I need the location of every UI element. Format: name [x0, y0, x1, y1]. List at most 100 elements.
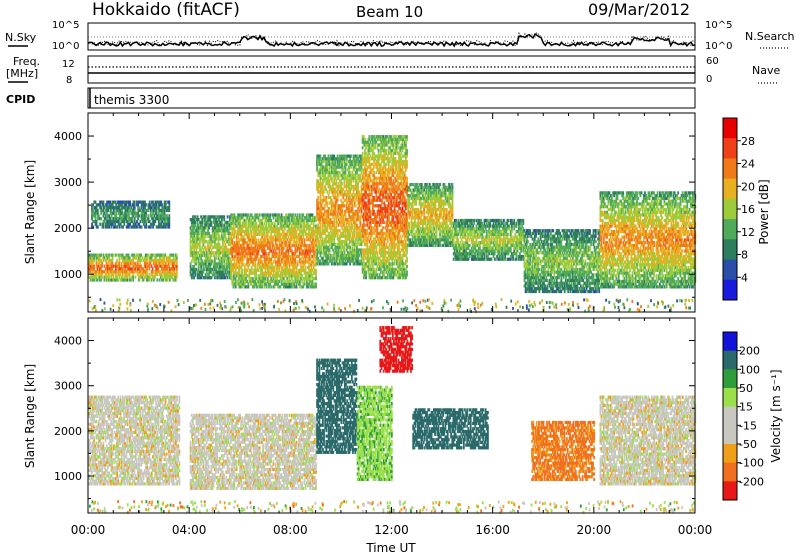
power-echo-cell	[354, 251, 357, 255]
power-echo-cell	[145, 203, 148, 207]
power-echo-cell	[269, 241, 271, 245]
power-echo-cell	[189, 251, 192, 255]
power-echo-cell	[111, 256, 114, 260]
power-echo-cell	[101, 208, 104, 212]
power-echo-cell	[357, 240, 359, 244]
power-echo-cell	[278, 254, 281, 259]
power-echo-cell	[351, 201, 354, 205]
power-echo-cell	[318, 248, 321, 252]
power-echo-cell	[315, 216, 317, 220]
power-echo-cell	[345, 242, 348, 247]
power-echo-cell	[138, 267, 140, 271]
power-echo-cell	[143, 261, 146, 265]
power-echo-cell	[166, 278, 169, 282]
power-echo-cell	[203, 267, 206, 271]
power-echo-cell	[288, 224, 291, 228]
power-echo-cell	[128, 203, 130, 207]
power-echo-cell	[264, 235, 267, 239]
power-echo-cell	[107, 214, 109, 218]
power-echo-cell	[334, 176, 337, 180]
power-echo-cell	[326, 254, 329, 258]
power-echo-cell	[334, 160, 337, 164]
power-echo-cell	[159, 222, 161, 226]
power-echo-cell	[293, 252, 296, 256]
power-echo-cell	[242, 257, 245, 261]
power-echo-cell	[282, 282, 285, 286]
power-echo-cell	[301, 218, 304, 223]
power-echo-cell	[375, 140, 378, 144]
power-echo-cell	[295, 218, 298, 223]
power-echo-cell	[337, 215, 340, 219]
power-echo-cell	[361, 256, 364, 260]
power-echo-cell	[107, 225, 109, 229]
power-echo-cell	[337, 157, 340, 161]
power-echo-cell	[194, 231, 197, 235]
power-echo-cell	[336, 248, 339, 252]
power-echo-cell	[219, 265, 222, 269]
power-echo-cell	[273, 213, 276, 217]
power-echo-cell	[99, 200, 101, 204]
power-echo-cell	[319, 165, 322, 169]
power-echo-cell	[293, 285, 296, 289]
power-echo-cell	[131, 275, 133, 279]
power-echo-cell	[316, 251, 318, 255]
power-echo-cell	[197, 256, 200, 260]
power-echo-cell	[118, 270, 121, 274]
power-echo-cell	[375, 193, 378, 197]
power-echo-cell	[318, 234, 321, 238]
power-echo-cell	[372, 148, 374, 153]
power-echo-cell	[252, 252, 254, 256]
power-echo-cell	[126, 278, 129, 282]
power-echo-cell	[308, 218, 310, 223]
power-echo-cell	[249, 257, 252, 261]
power-echo-cell	[136, 270, 139, 274]
power-echo-cell	[231, 213, 234, 217]
power-echo-cell	[230, 263, 232, 267]
power-echo-cell	[169, 278, 171, 282]
power-echo-cell	[369, 162, 372, 166]
power-echo-cell	[366, 231, 369, 235]
power-echo-cell	[108, 267, 110, 271]
power-echo-cell	[284, 254, 286, 259]
power-echo-cell	[335, 245, 338, 249]
power-echo-cell	[208, 218, 210, 222]
power-echo-cell	[348, 184, 350, 189]
power-echo-cell	[319, 226, 322, 230]
power-echo-cell	[214, 234, 216, 238]
power-echo-cell	[125, 219, 128, 224]
power-echo-cell	[321, 259, 324, 263]
power-echo-cell	[328, 207, 331, 211]
power-echo-cell	[148, 259, 151, 263]
power-echo-cell	[195, 267, 198, 271]
power-echo-cell	[118, 259, 121, 263]
power-echo-cell	[381, 171, 383, 175]
power-echo-cell	[165, 264, 168, 268]
power-echo-cell	[305, 271, 308, 275]
power-echo-cell	[350, 193, 353, 197]
power-echo-cell	[370, 231, 373, 235]
power-echo-cell	[98, 267, 101, 271]
power-echo-cell	[258, 224, 261, 228]
power-echo-cell	[133, 211, 136, 215]
power-echo-cell	[262, 213, 265, 217]
power-echo-cell	[324, 226, 326, 230]
power-echo-cell	[90, 253, 93, 257]
power-echo-cell	[123, 256, 125, 260]
power-echo-cell	[289, 257, 292, 261]
power-echo-cell	[295, 232, 298, 236]
power-echo-cell	[204, 273, 207, 277]
power-echo-cell	[218, 265, 221, 269]
power-echo-cell	[224, 245, 227, 249]
power-echo-cell	[356, 218, 358, 222]
power-echo-cell	[256, 265, 259, 270]
power-echo-cell	[381, 242, 383, 247]
power-echo-cell	[364, 137, 366, 142]
power-echo-cell	[364, 254, 366, 258]
power-echo-cell	[316, 165, 318, 169]
power-echo-cell	[207, 220, 209, 224]
power-echo-cell	[209, 270, 212, 274]
power-echo-cell	[207, 276, 209, 280]
power-echo-cell	[362, 168, 365, 172]
power-echo-cell	[378, 135, 381, 139]
power-echo-cell	[255, 249, 258, 253]
